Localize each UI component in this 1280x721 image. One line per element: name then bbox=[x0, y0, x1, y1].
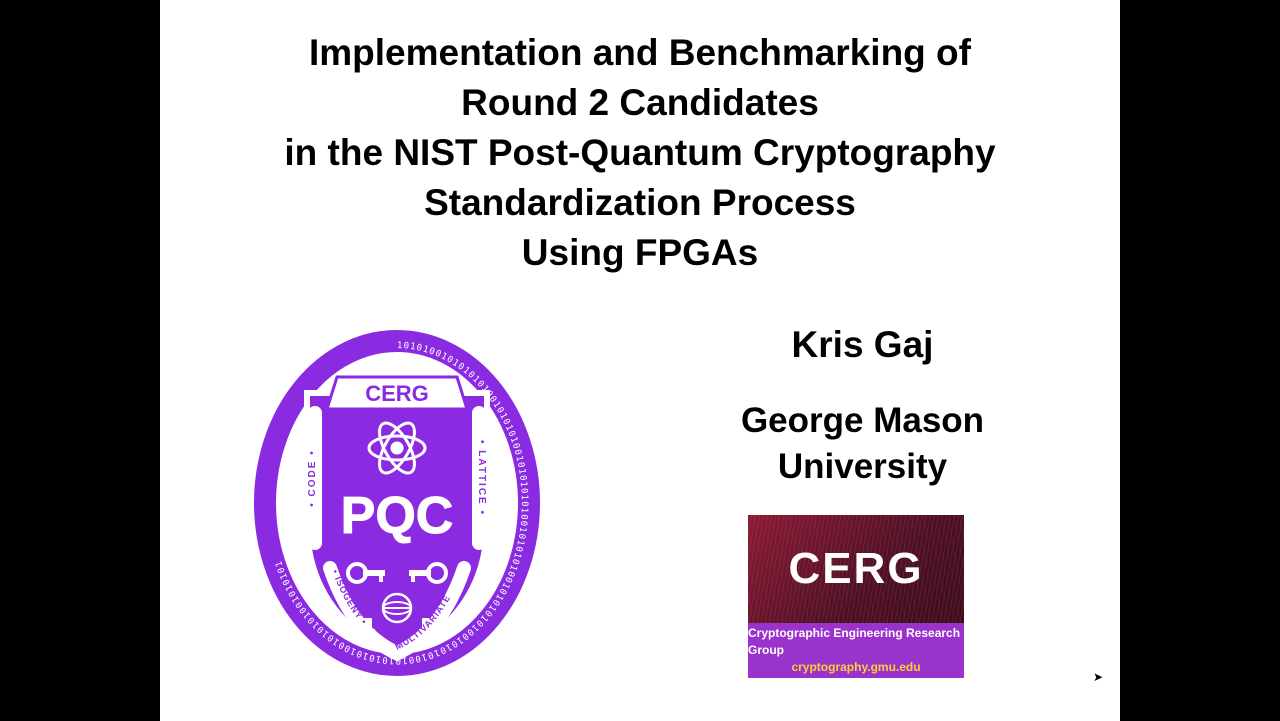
title-line-1: Implementation and Benchmarking of bbox=[160, 28, 1120, 78]
affiliation-line-2: University bbox=[778, 447, 947, 486]
content-row: 1010100101010101001010101001010101010010… bbox=[160, 310, 1120, 710]
cerg-banner-bottom: Cryptographic Engineering Research Group… bbox=[748, 623, 964, 678]
svg-text:CERG: CERG bbox=[365, 381, 429, 406]
title-line-2: Round 2 Candidates bbox=[160, 78, 1120, 128]
svg-text:• LATTICE •: • LATTICE • bbox=[476, 440, 487, 516]
title-line-3: in the NIST Post-Quantum Cryptography bbox=[160, 128, 1120, 178]
author-block: Kris Gaj George Mason University bbox=[705, 324, 1020, 489]
title-line-5: Using FPGAs bbox=[160, 228, 1120, 278]
cerg-logo-text: CERG bbox=[788, 544, 923, 594]
cerg-banner: CERG Cryptographic Engineering Research … bbox=[748, 515, 964, 678]
slide-title: Implementation and Benchmarking of Round… bbox=[160, 0, 1120, 278]
cerg-banner-top: CERG bbox=[748, 515, 964, 623]
cerg-url: cryptography.gmu.edu bbox=[791, 659, 920, 676]
svg-text:PQC: PQC bbox=[341, 487, 454, 545]
pqc-shield-logo: 1010100101010101001010101001010101010010… bbox=[252, 323, 542, 683]
cerg-subtitle: Cryptographic Engineering Research Group bbox=[748, 625, 964, 659]
affiliation-line-1: George Mason bbox=[741, 401, 984, 440]
svg-text:• CODE •: • CODE • bbox=[307, 449, 318, 506]
affiliation: George Mason University bbox=[705, 398, 1020, 489]
presentation-slide: Implementation and Benchmarking of Round… bbox=[160, 0, 1120, 721]
title-line-4: Standardization Process bbox=[160, 178, 1120, 228]
author-name: Kris Gaj bbox=[705, 324, 1020, 366]
